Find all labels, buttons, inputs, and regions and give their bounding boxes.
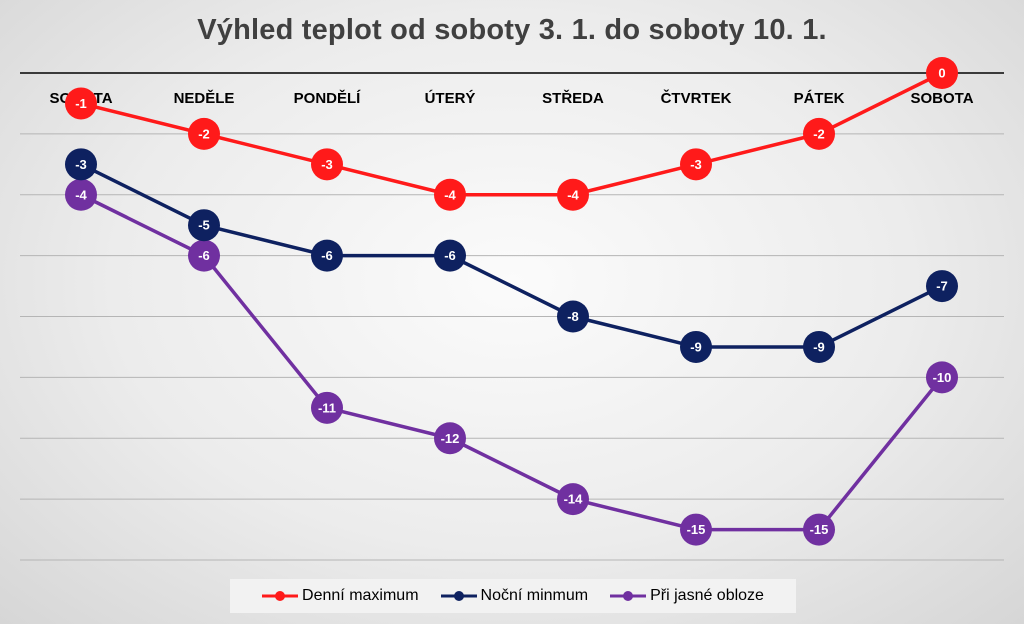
chart-title: Výhled teplot od soboty 3. 1. do soboty … xyxy=(197,14,827,46)
data-label: -8 xyxy=(567,309,579,324)
data-point xyxy=(65,87,97,120)
data-label: -4 xyxy=(567,187,579,202)
category-label: SOBOTA xyxy=(910,90,973,107)
data-point xyxy=(188,209,220,242)
data-label: -14 xyxy=(564,492,584,507)
series-line xyxy=(80,71,943,197)
legend: Denní maximum Noční minmum Při jasné obloz… xyxy=(230,579,796,613)
series-1: -1 -2 -3 -4 -4 -3 -2 0 xyxy=(65,57,958,211)
legend-marker xyxy=(440,591,477,601)
legend-label: Při jasné obloze xyxy=(650,587,764,604)
category-label: ÚTERÝ xyxy=(425,89,476,107)
data-point xyxy=(188,239,220,272)
series-line xyxy=(80,193,944,532)
data-label: -6 xyxy=(321,248,333,263)
data-point xyxy=(557,483,589,516)
legend-label: Denní maximum xyxy=(302,587,419,604)
legend-item: Noční minmum xyxy=(440,587,589,605)
data-point xyxy=(434,422,466,455)
data-point xyxy=(311,148,343,181)
category-label: NEDĚLE xyxy=(174,89,235,107)
data-label: -12 xyxy=(441,431,460,446)
legend-marker xyxy=(610,591,647,601)
data-label: -10 xyxy=(933,370,952,385)
data-point xyxy=(557,300,589,333)
series-3: -4 -6 -11 -12 -14 -15 -15 -10 xyxy=(65,178,958,546)
data-label: -15 xyxy=(687,522,706,537)
category-label: PÁTEK xyxy=(794,90,845,107)
data-label: -2 xyxy=(198,126,210,141)
data-point xyxy=(311,239,343,272)
data-label: -9 xyxy=(813,339,825,354)
data-label: -6 xyxy=(444,248,456,263)
data-label: -3 xyxy=(321,157,333,172)
data-point xyxy=(680,148,712,181)
data-label: -5 xyxy=(198,218,210,233)
data-point xyxy=(188,117,220,150)
data-label: -2 xyxy=(813,126,825,141)
category-label: ČTVRTEK xyxy=(661,89,732,107)
data-label: 0 xyxy=(938,66,945,81)
data-point xyxy=(311,391,343,424)
data-point xyxy=(680,513,712,546)
data-label: -4 xyxy=(75,187,87,202)
data-point xyxy=(926,361,958,394)
data-label: -4 xyxy=(444,187,456,202)
data-point xyxy=(434,239,466,272)
data-point xyxy=(926,57,958,89)
legend-item: Při jasné obloze xyxy=(610,587,764,605)
data-label: -9 xyxy=(690,339,702,354)
gridlines xyxy=(20,72,1004,561)
data-point xyxy=(926,270,958,303)
data-point xyxy=(434,178,466,211)
category-labels: SOBOTA NEDĚLE PONDĚLÍ ÚTERÝ STŘEDA ČTVRTEK PÁT… xyxy=(49,89,973,107)
category-label: STŘEDA xyxy=(542,89,604,107)
series-lines: -4-6-11-12-14-15 -15-10-3-5-6 -6-8-9 -9-7-1… xyxy=(65,57,958,546)
category-label: PONDĚLÍ xyxy=(294,89,362,107)
data-point xyxy=(803,117,835,150)
data-point xyxy=(680,330,712,363)
series-2: -3 -5 -6 -6 -8 -9 -9 -7 xyxy=(65,148,958,363)
data-label: -3 xyxy=(690,157,702,172)
legend-label: Noční minmum xyxy=(480,587,589,604)
data-point xyxy=(803,330,835,363)
data-label: -15 xyxy=(810,522,829,537)
data-point xyxy=(803,513,835,546)
legend-marker xyxy=(262,591,299,601)
data-label: -6 xyxy=(198,248,210,263)
data-label: -7 xyxy=(936,279,948,294)
data-label: -3 xyxy=(75,157,87,172)
data-label: -11 xyxy=(318,400,336,415)
data-point xyxy=(557,178,589,211)
data-point xyxy=(65,178,97,211)
series-line xyxy=(80,162,943,349)
data-label: -1 xyxy=(75,96,87,111)
legend-item: Denní maximum xyxy=(262,587,419,605)
data-point xyxy=(65,148,97,181)
